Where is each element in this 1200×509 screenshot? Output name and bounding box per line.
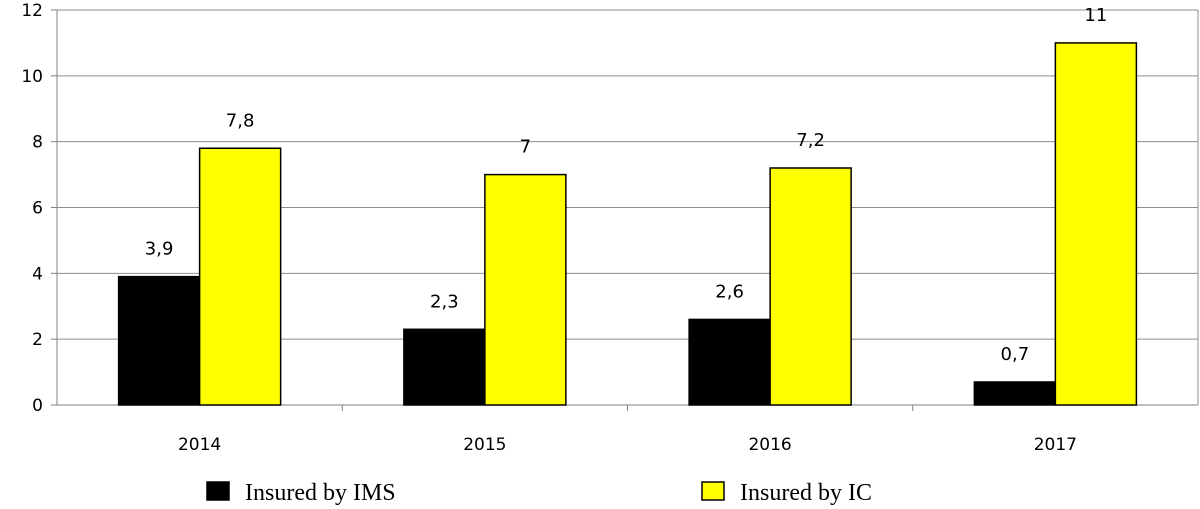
bar-ims-2015	[403, 328, 486, 406]
bar-ic-2015	[484, 173, 567, 406]
y-tick-label: 12	[21, 1, 43, 21]
y-tick-label: 0	[32, 396, 43, 416]
data-label-ic-2015: 7	[520, 137, 531, 158]
x-tick-label-2017: 2017	[1034, 435, 1077, 455]
y-tick-label: 2	[32, 330, 43, 350]
data-label-ic-2017: 11	[1084, 5, 1107, 26]
x-tick-label-2015: 2015	[463, 435, 506, 455]
x-tick-label-2014: 2014	[178, 435, 221, 455]
x-tick-label-2016: 2016	[748, 435, 791, 455]
bar-ims-2017	[973, 381, 1057, 406]
data-labels: 3,9 7,8 2,3 7 2,6 7,2 0,7 11	[145, 5, 1108, 365]
legend: Insured by IMS Insured by IC	[206, 480, 872, 506]
legend-swatch-ic	[701, 481, 725, 501]
y-tick-label: 4	[32, 264, 43, 284]
y-tick-label: 6	[32, 199, 43, 219]
bar-ic-2016	[769, 167, 852, 406]
data-label-ic-2016: 7,2	[796, 130, 825, 151]
y-tick-label: 8	[32, 133, 43, 153]
y-tick-label: 10	[21, 67, 43, 87]
data-label-ims-2016: 2,6	[715, 281, 744, 302]
data-label-ic-2014: 7,8	[226, 110, 255, 131]
data-label-ims-2014: 3,9	[145, 239, 174, 260]
legend-label-ic: Insured by IC	[740, 480, 872, 506]
data-label-ims-2015: 2,3	[430, 291, 459, 312]
bar-ims-2016	[688, 318, 771, 406]
legend-label-ims: Insured by IMS	[245, 480, 396, 506]
bar-ic-2014	[198, 147, 282, 406]
data-label-ims-2017: 0,7	[1001, 344, 1030, 365]
bars	[117, 42, 1138, 406]
legend-swatch-ims	[206, 481, 230, 501]
bar-ic-2017	[1054, 42, 1138, 406]
bar-ims-2014	[117, 275, 201, 406]
